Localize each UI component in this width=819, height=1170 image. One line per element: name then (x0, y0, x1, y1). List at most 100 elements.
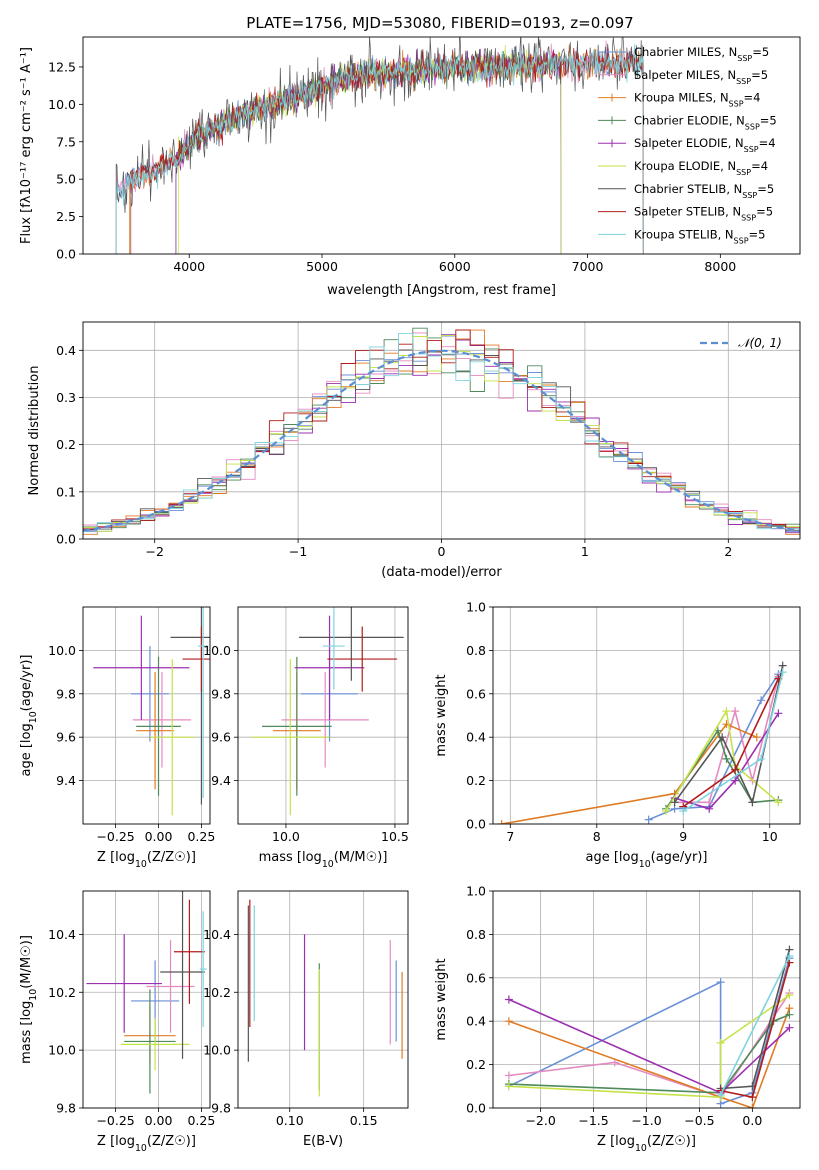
ytick-label: 9.8 (211, 1101, 231, 1116)
errorbar-kroupa-elodie (251, 659, 330, 816)
ytick-label: 2.5 (56, 209, 76, 224)
spectrum-line-kroupa-stelib (115, 43, 644, 254)
weight-point (785, 991, 794, 1000)
ytick-label: 10.4 (48, 927, 76, 942)
ytick-label: 10.0 (48, 643, 76, 658)
xtick-label: 10.0 (272, 829, 300, 844)
weight-point (722, 707, 731, 716)
ytick-label: 9.4 (56, 773, 76, 788)
axes-weight_vs_Z: −2.0 −1.5 −1.0 −0.5 0.0 0.0 0.2 0.4 0.6 0.8 1.0 Z [… (434, 884, 801, 1154)
axes-residuals: −2 −1 0 1 2 0.0 0.1 0.2 0.3 0.4 𝒩(0, 1) (data-model… (27, 321, 801, 580)
weight-point (504, 1082, 513, 1091)
xtick-label: −2 (145, 544, 163, 559)
x-axis-label: wavelength [Angstrom, rest frame] (327, 283, 556, 298)
ticks-age_vs_mass: 10.0 10.5 9.4 9.6 9.8 10.0 (203, 643, 409, 844)
axes-frame (237, 606, 409, 825)
ytick-label: 0.2 (56, 437, 76, 452)
weight-point (716, 1038, 725, 1047)
xtick-label: 0.00 (145, 829, 173, 844)
xtick-label: 4000 (173, 259, 205, 274)
axes-frame (82, 321, 801, 540)
weight-point (661, 806, 670, 815)
ytick-label: 0.4 (466, 1014, 486, 1029)
weight-point (785, 1010, 794, 1019)
errorbar-kroupa-miles (136, 672, 174, 790)
spectrum-line-chabrier-stelib (115, 37, 644, 254)
weight-series-kroupa-miles (504, 1004, 794, 1108)
errorbar-chabrier-stelib (299, 607, 404, 681)
ytick-label: 0.6 (466, 686, 486, 701)
ytick-label: 0.2 (466, 1057, 486, 1072)
ticks-mass_vs_ebv: 0.10 0.15 9.8 10.0 10.2 10.4 (203, 927, 377, 1128)
weight-series-kroupa-elodie (504, 991, 794, 1102)
axes-age_vs_mass: 10.0 10.5 9.4 9.6 9.8 10.0 mass [log10(M/M☉)] (203, 606, 409, 870)
xtick-label: 10.5 (381, 829, 409, 844)
ytick-label: 7.5 (56, 134, 76, 149)
ticks-weight_vs_Z: −2.0 −1.5 −1.0 −0.5 0.0 0.0 0.2 0.4 0.6 0.8 1.0 (466, 884, 762, 1129)
weight-point (504, 1017, 513, 1026)
weight-point (644, 815, 653, 824)
x-axis-label: E(B-V) (303, 1134, 343, 1149)
axes-frame (82, 890, 211, 1109)
ticks-residuals: −2 −1 0 1 2 0.0 0.1 0.2 0.3 0.4 (56, 343, 732, 559)
xtick-label: −0.5 (684, 1113, 714, 1128)
ytick-label: 0.4 (466, 730, 486, 745)
errorbar-salpeter-elodie (93, 615, 190, 720)
ytick-label: 10.4 (203, 927, 231, 942)
xtick-label: 0.00 (145, 1113, 173, 1128)
legend-entry: Chabrier ELODIE, NSSP=5 (634, 113, 777, 130)
ytick-label: 9.8 (211, 686, 231, 701)
plot-area-mass_vs_Z (86, 891, 207, 1094)
ytick-label: 9.6 (211, 730, 231, 745)
ytick-label: 0.6 (466, 970, 486, 985)
ytick-label: 10.2 (48, 985, 76, 1000)
errorbar-chabrier-stelib (160, 891, 205, 1059)
y-axis-label: mass [log10(M/M☉)] (19, 935, 39, 1064)
weight-series-salpeter-elodie (504, 995, 794, 1097)
ytick-label: 0.1 (56, 484, 76, 499)
weight-point (716, 978, 725, 987)
ytick-label: 9.4 (211, 773, 231, 788)
ticks-weight_vs_age: 7 8 9 10 0.0 0.2 0.4 0.6 0.8 1.0 (466, 600, 778, 845)
weight-point (752, 733, 761, 742)
normal-reference-curve (83, 349, 800, 532)
xtick-label: 8 (593, 829, 601, 844)
plot-area-spectrum (115, 37, 644, 254)
y-axis-label: Flux [fλ10⁻¹⁷ erg cm⁻² s⁻¹ A⁻¹] (19, 47, 34, 244)
xtick-label: 0.15 (350, 1113, 378, 1128)
ytick-label: 10.0 (48, 1043, 76, 1058)
weight-point (748, 798, 757, 807)
y-axis-label: age [log10(age/yr)] (19, 655, 39, 777)
ytick-label: 0.4 (56, 343, 76, 358)
errorbar-salpeter-stelib (182, 626, 210, 692)
plot-area-weight_vs_age (497, 661, 787, 824)
legend-entry: Salpeter ELODIE, NSSP=4 (634, 136, 776, 154)
weight-point (731, 776, 740, 785)
ytick-label: 9.8 (56, 1101, 76, 1116)
xtick-label: 0.0 (742, 1113, 762, 1128)
x-axis-label: mass [log10(M/M☉)] (259, 850, 388, 870)
xtick-label: 9 (679, 829, 687, 844)
errorbar-kroupa-stelib (199, 911, 207, 1027)
ticks-age_vs_Z: −0.25 0.00 0.25 9.4 9.6 9.8 10.0 (48, 643, 215, 844)
xtick-label: 8000 (704, 259, 736, 274)
axes-frame (82, 36, 801, 255)
errorbar-kroupa-stelib (197, 607, 209, 798)
ytick-label: 0.2 (466, 773, 486, 788)
ytick-label: 10.0 (203, 643, 231, 658)
legend-spectrum: Chabrier MILES, NSSP=5 Salpeter MILES, NS… (598, 45, 777, 245)
ytick-label: 12.5 (48, 59, 76, 74)
legend-entry: Salpeter MILES, NSSP=5 (634, 68, 768, 86)
errorbar-salpeter-stelib (327, 626, 398, 692)
weight-point (497, 820, 506, 824)
weight-series-salpeter-miles (504, 988, 794, 1102)
xtick-label: 2 (724, 544, 732, 559)
ytick-label: 0.0 (466, 817, 486, 832)
xtick-label: −0.25 (96, 829, 134, 844)
ytick-label: 1.0 (466, 884, 486, 899)
errorbar-chabrier-elodie (124, 989, 176, 1094)
weight-point (731, 707, 740, 716)
legend-entry: 𝒩(0, 1) (738, 336, 782, 350)
xtick-label: −2.0 (525, 1113, 555, 1128)
ytick-label: 9.8 (56, 686, 76, 701)
